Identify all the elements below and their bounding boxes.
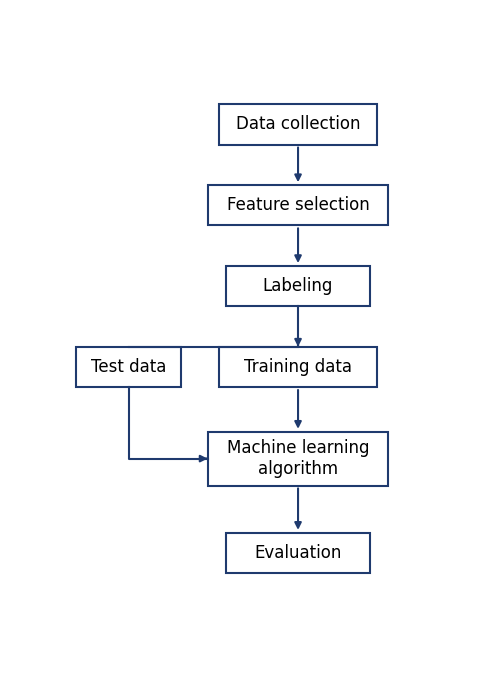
Text: Evaluation: Evaluation — [254, 544, 342, 562]
Text: Feature selection: Feature selection — [226, 196, 369, 214]
FancyBboxPatch shape — [226, 266, 370, 307]
Text: Test data: Test data — [91, 358, 166, 376]
FancyBboxPatch shape — [219, 346, 377, 387]
Text: Data collection: Data collection — [236, 116, 360, 134]
FancyBboxPatch shape — [76, 346, 181, 387]
Text: Labeling: Labeling — [263, 277, 333, 295]
Text: Training data: Training data — [244, 358, 352, 376]
Text: Machine learning
algorithm: Machine learning algorithm — [227, 439, 369, 478]
FancyBboxPatch shape — [208, 185, 388, 225]
FancyBboxPatch shape — [208, 432, 388, 486]
FancyBboxPatch shape — [226, 533, 370, 573]
FancyBboxPatch shape — [219, 104, 377, 145]
